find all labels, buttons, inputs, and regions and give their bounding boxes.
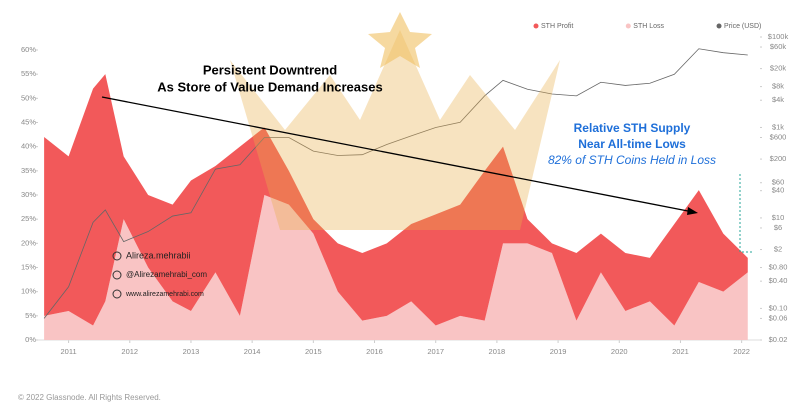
crown-watermark — [230, 30, 560, 230]
y-tick-label: 20% — [21, 238, 36, 247]
y-tick-label: 40% — [21, 142, 36, 151]
y-tick-label: 35% — [21, 166, 36, 175]
x-tick-label: 2011 — [61, 347, 77, 356]
x-tick-label: 2018 — [489, 347, 506, 356]
x-tick-label: 2021 — [672, 347, 689, 356]
area — [44, 195, 748, 340]
y2-tick-label: $0.10 — [769, 303, 788, 312]
star-watermark — [368, 12, 432, 68]
annotation: As Store of Value Demand Increases — [157, 79, 382, 94]
trend-arrow — [101, 96, 694, 213]
y2-tick-label: $0.02 — [769, 335, 788, 344]
annotation: Near All-time Lows — [578, 137, 686, 151]
footer: © 2022 Glassnode. All Rights Reserved. — [18, 393, 161, 402]
y2-tick-label: $60k — [770, 42, 787, 51]
legend-label: Price (USD) — [724, 23, 761, 30]
annotation: 82% of STH Coins Held in Loss — [548, 153, 716, 167]
y2-tick-label: $1k — [772, 122, 784, 131]
y-tick-label: 55% — [21, 69, 36, 78]
y-tick-label: 15% — [21, 262, 36, 271]
legend-swatch — [533, 23, 539, 29]
legend-swatch — [625, 23, 631, 29]
annotation: Relative STH Supply — [574, 121, 691, 135]
icon — [112, 289, 122, 299]
x-tick-label: 2020 — [611, 347, 628, 356]
y-tick-label: 5% — [25, 311, 36, 320]
icon — [112, 270, 122, 280]
x-tick-label: 2013 — [183, 347, 200, 356]
icon — [112, 251, 122, 261]
y2-tick-label: $6 — [774, 223, 782, 232]
watermark: www.alirezamehrabi.com — [125, 291, 204, 298]
price-line — [43, 48, 748, 319]
watermark: Alireza.mehrabii — [126, 250, 191, 260]
y2-tick-label: $40 — [772, 186, 785, 195]
y2-tick-label: $0.06 — [769, 313, 788, 322]
legend-label: STH Profit — [541, 23, 573, 30]
y2-tick-label: $20k — [770, 64, 787, 73]
y2-tick-label: $600 — [770, 132, 787, 141]
y2-tick-label: $60 — [772, 178, 785, 187]
y-tick-label: 30% — [21, 190, 36, 199]
y2-tick-label: $0.80 — [769, 263, 788, 272]
y2-tick-label: $8k — [772, 82, 784, 91]
watermark: @Alirezamehrabi_com — [126, 270, 207, 279]
dashed-callout — [739, 174, 754, 253]
y-tick-label: 60% — [21, 45, 36, 54]
y-tick-label: 0% — [25, 335, 36, 344]
arrow-head — [687, 207, 698, 215]
area — [44, 74, 748, 326]
x-tick-label: 2016 — [366, 347, 383, 356]
legend-label: STH Loss — [633, 23, 664, 30]
y-tick-label: 25% — [21, 214, 36, 223]
y2-tick-label: $4k — [772, 95, 784, 104]
y-tick-label: 10% — [21, 287, 36, 296]
y-tick-label: 45% — [21, 117, 36, 126]
x-tick-label: 2019 — [550, 347, 567, 356]
y2-tick-label: $0.40 — [769, 276, 788, 285]
x-tick-label: 2014 — [244, 347, 261, 356]
legend-swatch — [716, 23, 722, 29]
x-tick-label: 2017 — [427, 347, 444, 356]
x-tick-label: 2022 — [733, 347, 750, 356]
y2-tick-label: $100k — [768, 32, 789, 41]
legend: STH Profit STH Loss Price (USD) — [533, 23, 761, 30]
y2-tick-label: $200 — [770, 154, 787, 163]
annotation: Persistent Downtrend — [203, 62, 337, 77]
y-tick-label: 50% — [21, 93, 36, 102]
x-tick-label: 2012 — [121, 347, 138, 356]
y2-tick-label: $2 — [774, 245, 782, 254]
y2-tick-label: $10 — [772, 213, 785, 222]
plot-area: 0% 5% 10% 15% 20% 25% 30% 35% 40% 45% 50% 55% 60% $0.… — [21, 32, 788, 356]
x-tick-label: 2015 — [305, 347, 322, 356]
